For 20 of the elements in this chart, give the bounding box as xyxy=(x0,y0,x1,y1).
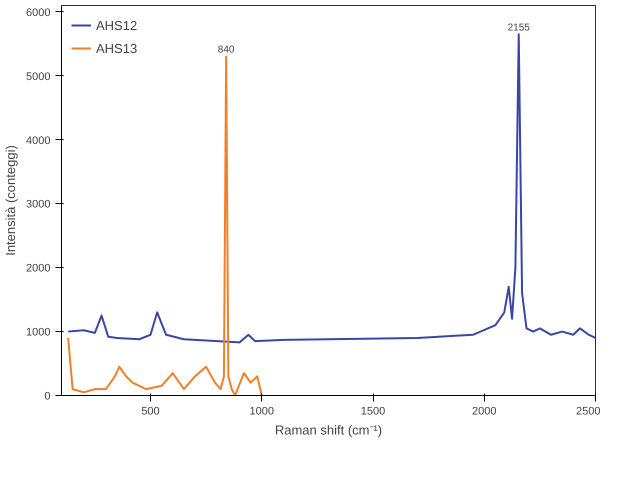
y-tick-label: 5000 xyxy=(26,70,51,83)
line-series xyxy=(67,33,596,344)
y-tick-label: 4000 xyxy=(26,134,51,147)
x-axis-title: Raman shift (cm⁻¹) xyxy=(274,422,382,438)
x-tick-label: 2500 xyxy=(576,406,601,418)
x-tick-label: 1000 xyxy=(250,406,274,418)
y-axis-title: Intensità (conteggi) xyxy=(3,145,18,256)
legend-label: AHS12 xyxy=(96,18,138,32)
y-tick-label: 3000 xyxy=(26,198,51,211)
y-tick-label: 6000 xyxy=(26,6,51,19)
annotation: 2155 xyxy=(508,22,530,34)
y-tick-label: 0 xyxy=(44,390,51,402)
annotation: 840 xyxy=(218,44,235,56)
y-tick-label: 2000 xyxy=(26,262,51,275)
line-series xyxy=(67,56,263,396)
x-tick-label: 1500 xyxy=(360,406,386,418)
y-tick-label: 1000 xyxy=(26,326,51,339)
x-tick-label: 2000 xyxy=(472,406,496,418)
legend-label: AHS13 xyxy=(96,40,138,56)
x-tick-label: 500 xyxy=(141,406,160,418)
